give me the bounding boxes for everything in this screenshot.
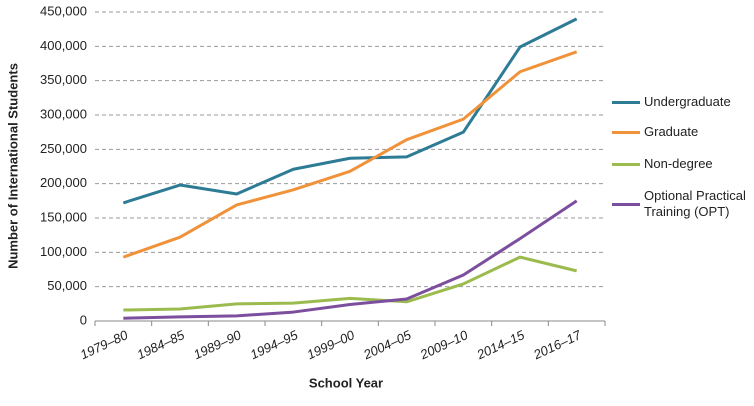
series-line (122, 17, 578, 205)
legend-label: Optional Practical Training (OPT) (644, 188, 746, 219)
y-tick-label: 0 (80, 312, 87, 327)
y-tick-label: 450,000 (40, 3, 87, 18)
y-tick-label: 350,000 (40, 72, 87, 87)
x-tick-label: 1979–80 (78, 327, 131, 362)
legend-swatch (612, 162, 640, 166)
legend-item: Undergraduate (612, 94, 754, 110)
x-tick-label: 2016–17 (530, 327, 584, 363)
series-line (123, 199, 578, 320)
x-tick-label: 2009–10 (417, 327, 471, 363)
y-tick-label: 100,000 (40, 244, 87, 259)
legend-swatch (612, 130, 640, 134)
x-tick-label: 2004–05 (360, 327, 414, 363)
x-tick-label: 2014–15 (474, 327, 528, 363)
x-tick-label: 1999–00 (304, 327, 357, 362)
y-tick-label: 400,000 (40, 38, 87, 53)
x-tick-label: 1989–90 (191, 327, 244, 362)
legend-swatch (612, 202, 640, 206)
legend-swatch (612, 100, 640, 104)
y-tick-label: 200,000 (40, 175, 87, 190)
series-line (122, 50, 578, 259)
legend-item: Non-degree (612, 156, 754, 172)
legend-item: Optional Practical Training (OPT) (612, 188, 754, 220)
y-tick-label: 150,000 (40, 209, 87, 224)
y-tick-label: 250,000 (40, 141, 87, 156)
legend-label: Non-degree (644, 156, 713, 171)
y-tick-label: 50,000 (47, 278, 87, 293)
y-tick-label: 300,000 (40, 106, 87, 121)
legend-item: Graduate (612, 124, 754, 140)
x-axis-label: School Year (309, 375, 383, 390)
legend-label: Graduate (644, 124, 699, 139)
x-tick-label: 1984–85 (134, 327, 187, 362)
x-tick-label: 1994–95 (248, 327, 301, 362)
y-axis-label: Number of International Students (5, 63, 20, 269)
legend-label: Undergraduate (644, 94, 731, 109)
series-line (123, 255, 578, 312)
